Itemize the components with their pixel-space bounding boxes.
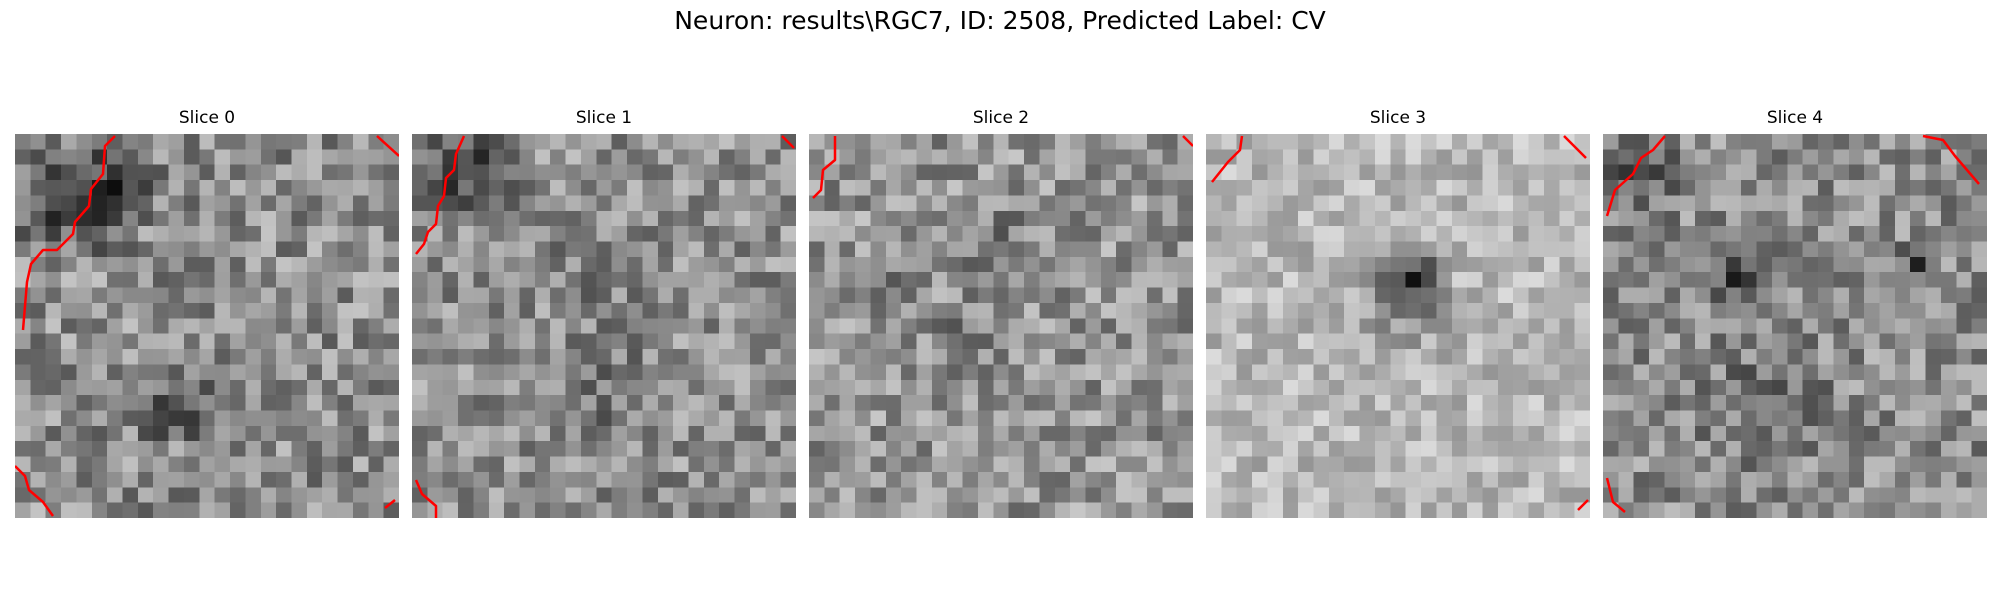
red-contour-line	[1563, 135, 1587, 159]
red-contour-line	[1211, 135, 1244, 183]
slice-image	[809, 134, 1193, 518]
red-contour-line	[1605, 135, 1666, 217]
figure-title: Neuron: results\RGC7, ID: 2508, Predicte…	[674, 6, 1326, 35]
red-contour-line	[415, 135, 466, 255]
red-contour-line	[812, 136, 837, 199]
slice-title: Slice 0	[178, 108, 236, 128]
slice-title: Slice 3	[1369, 108, 1427, 128]
red-contour-line	[21, 135, 116, 331]
red-contour-line	[1182, 135, 1193, 147]
red-contour-line	[1577, 499, 1589, 511]
slice-image	[412, 134, 796, 518]
slice-title: Slice 2	[972, 108, 1030, 128]
red-contour-line	[781, 135, 795, 149]
slice-title: Slice 1	[575, 108, 633, 128]
slice-image	[15, 134, 399, 518]
red-contour-line	[384, 499, 396, 509]
red-contour-line	[1605, 477, 1626, 513]
red-contour-line	[15, 465, 55, 517]
red-contour-line	[1922, 134, 1980, 185]
slice-image	[1206, 134, 1590, 518]
slice-image	[1603, 134, 1987, 518]
slice-title: Slice 4	[1766, 108, 1824, 128]
red-contour-line	[414, 479, 438, 518]
red-contour-line	[376, 135, 399, 157]
